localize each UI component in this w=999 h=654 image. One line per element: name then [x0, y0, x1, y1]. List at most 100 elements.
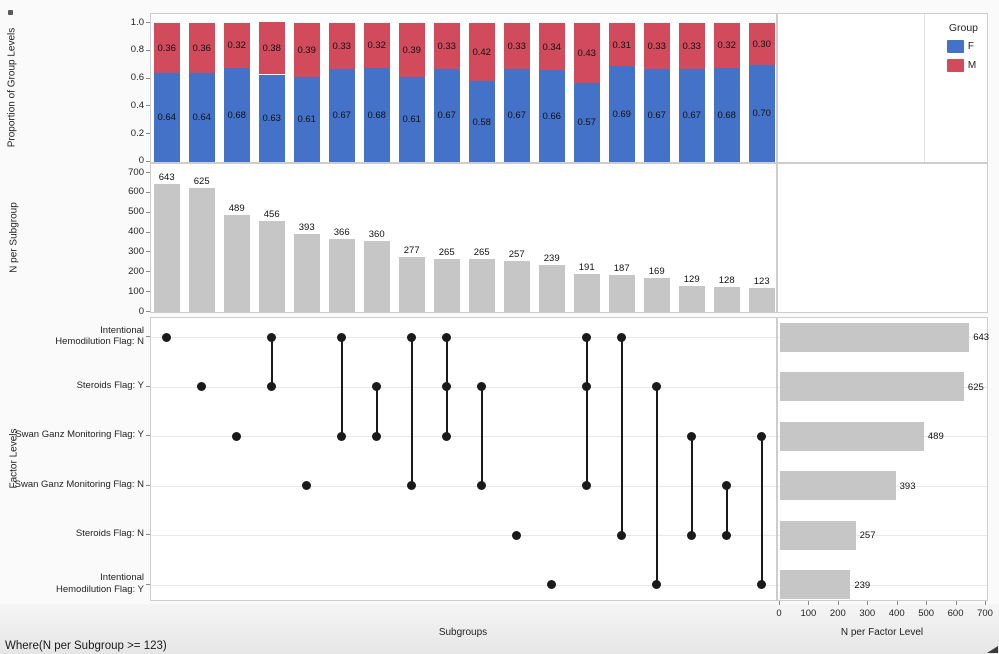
stacked-bar-f-segment[interactable]: [468, 81, 495, 162]
stacked-bar-m-segment[interactable]: [503, 23, 530, 69]
matrix-dot[interactable]: [617, 332, 627, 342]
matrix-dot[interactable]: [582, 481, 592, 490]
subgroup-bar[interactable]: [573, 274, 600, 312]
stacked-bar-m-segment[interactable]: [398, 23, 425, 78]
matrix-connector-line[interactable]: [690, 436, 693, 535]
stacked-bar-m-segment[interactable]: [293, 23, 320, 78]
stacked-bar-m-segment[interactable]: [188, 23, 215, 74]
subgroup-bar[interactable]: [398, 256, 425, 312]
subgroup-bar[interactable]: [538, 264, 565, 312]
legend-item-f[interactable]: F: [946, 40, 978, 53]
matrix-dot[interactable]: [652, 580, 662, 589]
matrix-dot[interactable]: [757, 580, 767, 589]
stacked-bar-f-segment[interactable]: [503, 68, 530, 162]
subgroup-bar[interactable]: [468, 259, 495, 312]
disclosure-icon[interactable]: [8, 10, 13, 15]
subgroup-bar[interactable]: [503, 260, 530, 312]
stacked-bar-m-segment[interactable]: [608, 23, 635, 67]
matrix-dot[interactable]: [232, 431, 242, 441]
subgroup-bar[interactable]: [643, 278, 670, 312]
legend-swatch-f[interactable]: [946, 40, 964, 53]
factor-bar[interactable]: [780, 570, 851, 599]
matrix-dot[interactable]: [407, 332, 417, 342]
matrix-dot[interactable]: [722, 530, 732, 540]
matrix-dot[interactable]: [372, 431, 382, 441]
stacked-bar-m-segment[interactable]: [363, 23, 390, 68]
matrix-dot[interactable]: [162, 332, 172, 342]
matrix-dot[interactable]: [302, 481, 312, 490]
matrix-dot[interactable]: [442, 382, 452, 391]
stacked-bar-f-segment[interactable]: [748, 64, 775, 162]
factor-bar[interactable]: [780, 322, 970, 352]
matrix-dot[interactable]: [442, 431, 452, 441]
matrix-dot[interactable]: [372, 382, 382, 391]
matrix-dot[interactable]: [337, 431, 347, 441]
matrix-connector-line[interactable]: [725, 485, 728, 535]
stacked-bar-f-segment[interactable]: [153, 73, 180, 162]
subgroup-bar[interactable]: [713, 286, 740, 312]
subgroup-bar[interactable]: [293, 233, 320, 312]
matrix-connector-line[interactable]: [270, 337, 273, 387]
factor-bar[interactable]: [780, 421, 924, 451]
stacked-bar-m-segment[interactable]: [153, 23, 180, 74]
matrix-connector-line[interactable]: [375, 386, 378, 436]
matrix-dot[interactable]: [267, 382, 277, 391]
legend-swatch-m[interactable]: [946, 59, 964, 72]
matrix-connector-line[interactable]: [760, 436, 763, 585]
stacked-bar-f-segment[interactable]: [608, 66, 635, 162]
resize-grip-icon[interactable]: [987, 646, 998, 653]
subgroup-bar[interactable]: [328, 239, 355, 312]
matrix-dot[interactable]: [477, 382, 487, 391]
subgroup-bar[interactable]: [363, 240, 390, 312]
stacked-bar-f-segment[interactable]: [643, 68, 670, 162]
stacked-bar-f-segment[interactable]: [363, 67, 390, 162]
matrix-connector-line[interactable]: [340, 337, 343, 436]
stacked-bar-m-segment[interactable]: [573, 23, 600, 83]
subgroup-bar[interactable]: [433, 259, 460, 312]
subgroup-bar[interactable]: [608, 274, 635, 312]
stacked-bar-f-segment[interactable]: [223, 67, 250, 162]
matrix-connector-line[interactable]: [410, 337, 413, 486]
stacked-bar-f-segment[interactable]: [538, 70, 565, 162]
stacked-bar-m-segment[interactable]: [643, 23, 670, 69]
matrix-connector-line[interactable]: [655, 386, 658, 585]
matrix-dot[interactable]: [547, 580, 557, 589]
matrix-dot[interactable]: [582, 332, 592, 342]
matrix-dot[interactable]: [617, 530, 627, 540]
matrix-connector-line[interactable]: [480, 386, 483, 486]
stacked-bar-f-segment[interactable]: [258, 74, 285, 162]
factor-bar[interactable]: [780, 471, 896, 500]
stacked-bar-f-segment[interactable]: [293, 77, 320, 162]
subgroup-bar[interactable]: [223, 214, 250, 312]
factor-bar[interactable]: [780, 520, 856, 550]
stacked-bar-f-segment[interactable]: [328, 68, 355, 162]
stacked-bar-m-segment[interactable]: [328, 23, 355, 69]
matrix-dot[interactable]: [337, 332, 347, 342]
matrix-connector-line[interactable]: [585, 337, 588, 486]
stacked-bar-f-segment[interactable]: [678, 68, 705, 162]
stacked-bar-m-segment[interactable]: [223, 23, 250, 68]
stacked-bar-m-segment[interactable]: [678, 23, 705, 69]
stacked-bar-f-segment[interactable]: [433, 68, 460, 162]
matrix-connector-line[interactable]: [620, 337, 623, 535]
matrix-dot[interactable]: [757, 431, 767, 441]
subgroup-bar[interactable]: [678, 286, 705, 312]
factor-bar[interactable]: [780, 372, 964, 401]
matrix-dot[interactable]: [477, 481, 487, 490]
matrix-dot[interactable]: [407, 481, 417, 490]
stacked-bar-m-segment[interactable]: [713, 23, 740, 68]
matrix-dot[interactable]: [267, 332, 277, 342]
matrix-dot[interactable]: [197, 382, 207, 391]
matrix-dot[interactable]: [512, 530, 522, 540]
matrix-dot[interactable]: [582, 382, 592, 391]
stacked-bar-m-segment[interactable]: [468, 23, 495, 82]
matrix-dot[interactable]: [722, 481, 732, 490]
matrix-dot[interactable]: [652, 382, 662, 391]
stacked-bar-f-segment[interactable]: [713, 67, 740, 162]
stacked-bar-m-segment[interactable]: [433, 23, 460, 69]
subgroup-bar[interactable]: [748, 287, 775, 312]
stacked-bar-m-segment[interactable]: [748, 23, 775, 65]
stacked-bar-m-segment[interactable]: [538, 23, 565, 71]
stacked-bar-f-segment[interactable]: [188, 73, 215, 162]
matrix-dot[interactable]: [687, 431, 697, 441]
